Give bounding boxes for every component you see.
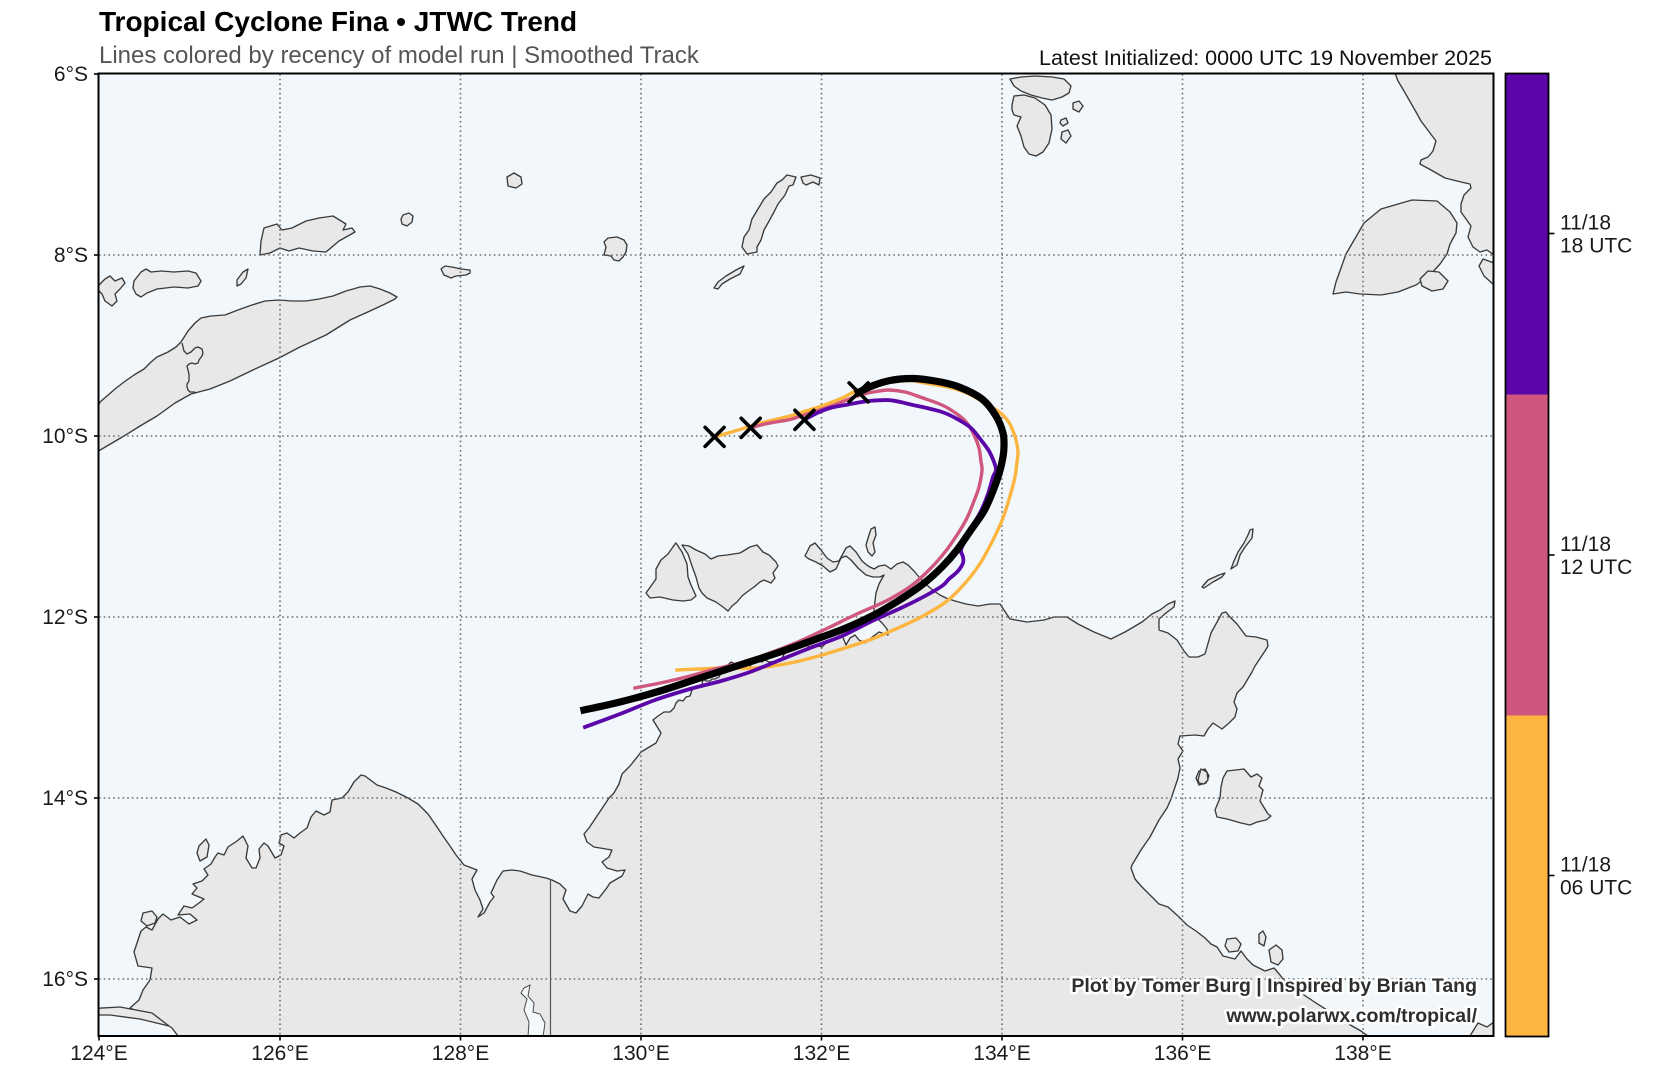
svg-text:16°S: 16°S xyxy=(42,968,88,991)
svg-text:14°S: 14°S xyxy=(42,787,88,810)
svg-text:Lines colored by recency of mo: Lines colored by recency of model run | … xyxy=(99,42,700,69)
svg-text:12°S: 12°S xyxy=(42,606,88,629)
svg-text:11/18: 11/18 xyxy=(1560,533,1611,556)
svg-text:124°E: 124°E xyxy=(70,1042,127,1065)
svg-text:126°E: 126°E xyxy=(251,1042,308,1065)
svg-text:11/18: 11/18 xyxy=(1560,212,1611,235)
svg-text:12 UTC: 12 UTC xyxy=(1560,556,1632,579)
svg-text:136°E: 136°E xyxy=(1154,1042,1211,1065)
svg-text:10°S: 10°S xyxy=(42,425,88,448)
svg-text:134°E: 134°E xyxy=(973,1042,1030,1065)
svg-text:Tropical Cyclone Fina • JTWC T: Tropical Cyclone Fina • JTWC Trend xyxy=(99,6,577,37)
svg-text:128°E: 128°E xyxy=(432,1042,489,1065)
svg-text:6°S: 6°S xyxy=(54,63,88,86)
svg-text:Plot by Tomer Burg | Inspired: Plot by Tomer Burg | Inspired by Brian T… xyxy=(1071,975,1477,997)
svg-text:06 UTC: 06 UTC xyxy=(1560,877,1632,900)
svg-text:18 UTC: 18 UTC xyxy=(1560,235,1632,258)
svg-text:138°E: 138°E xyxy=(1334,1042,1391,1065)
svg-text:8°S: 8°S xyxy=(54,244,88,267)
svg-text:11/18: 11/18 xyxy=(1560,854,1611,877)
svg-text:www.polarwx.com/tropical/: www.polarwx.com/tropical/ xyxy=(1225,1005,1477,1027)
svg-text:132°E: 132°E xyxy=(793,1042,850,1065)
svg-text:Latest Initialized: 0000 UTC 1: Latest Initialized: 0000 UTC 19 November… xyxy=(1039,46,1492,70)
svg-text:130°E: 130°E xyxy=(612,1042,669,1065)
